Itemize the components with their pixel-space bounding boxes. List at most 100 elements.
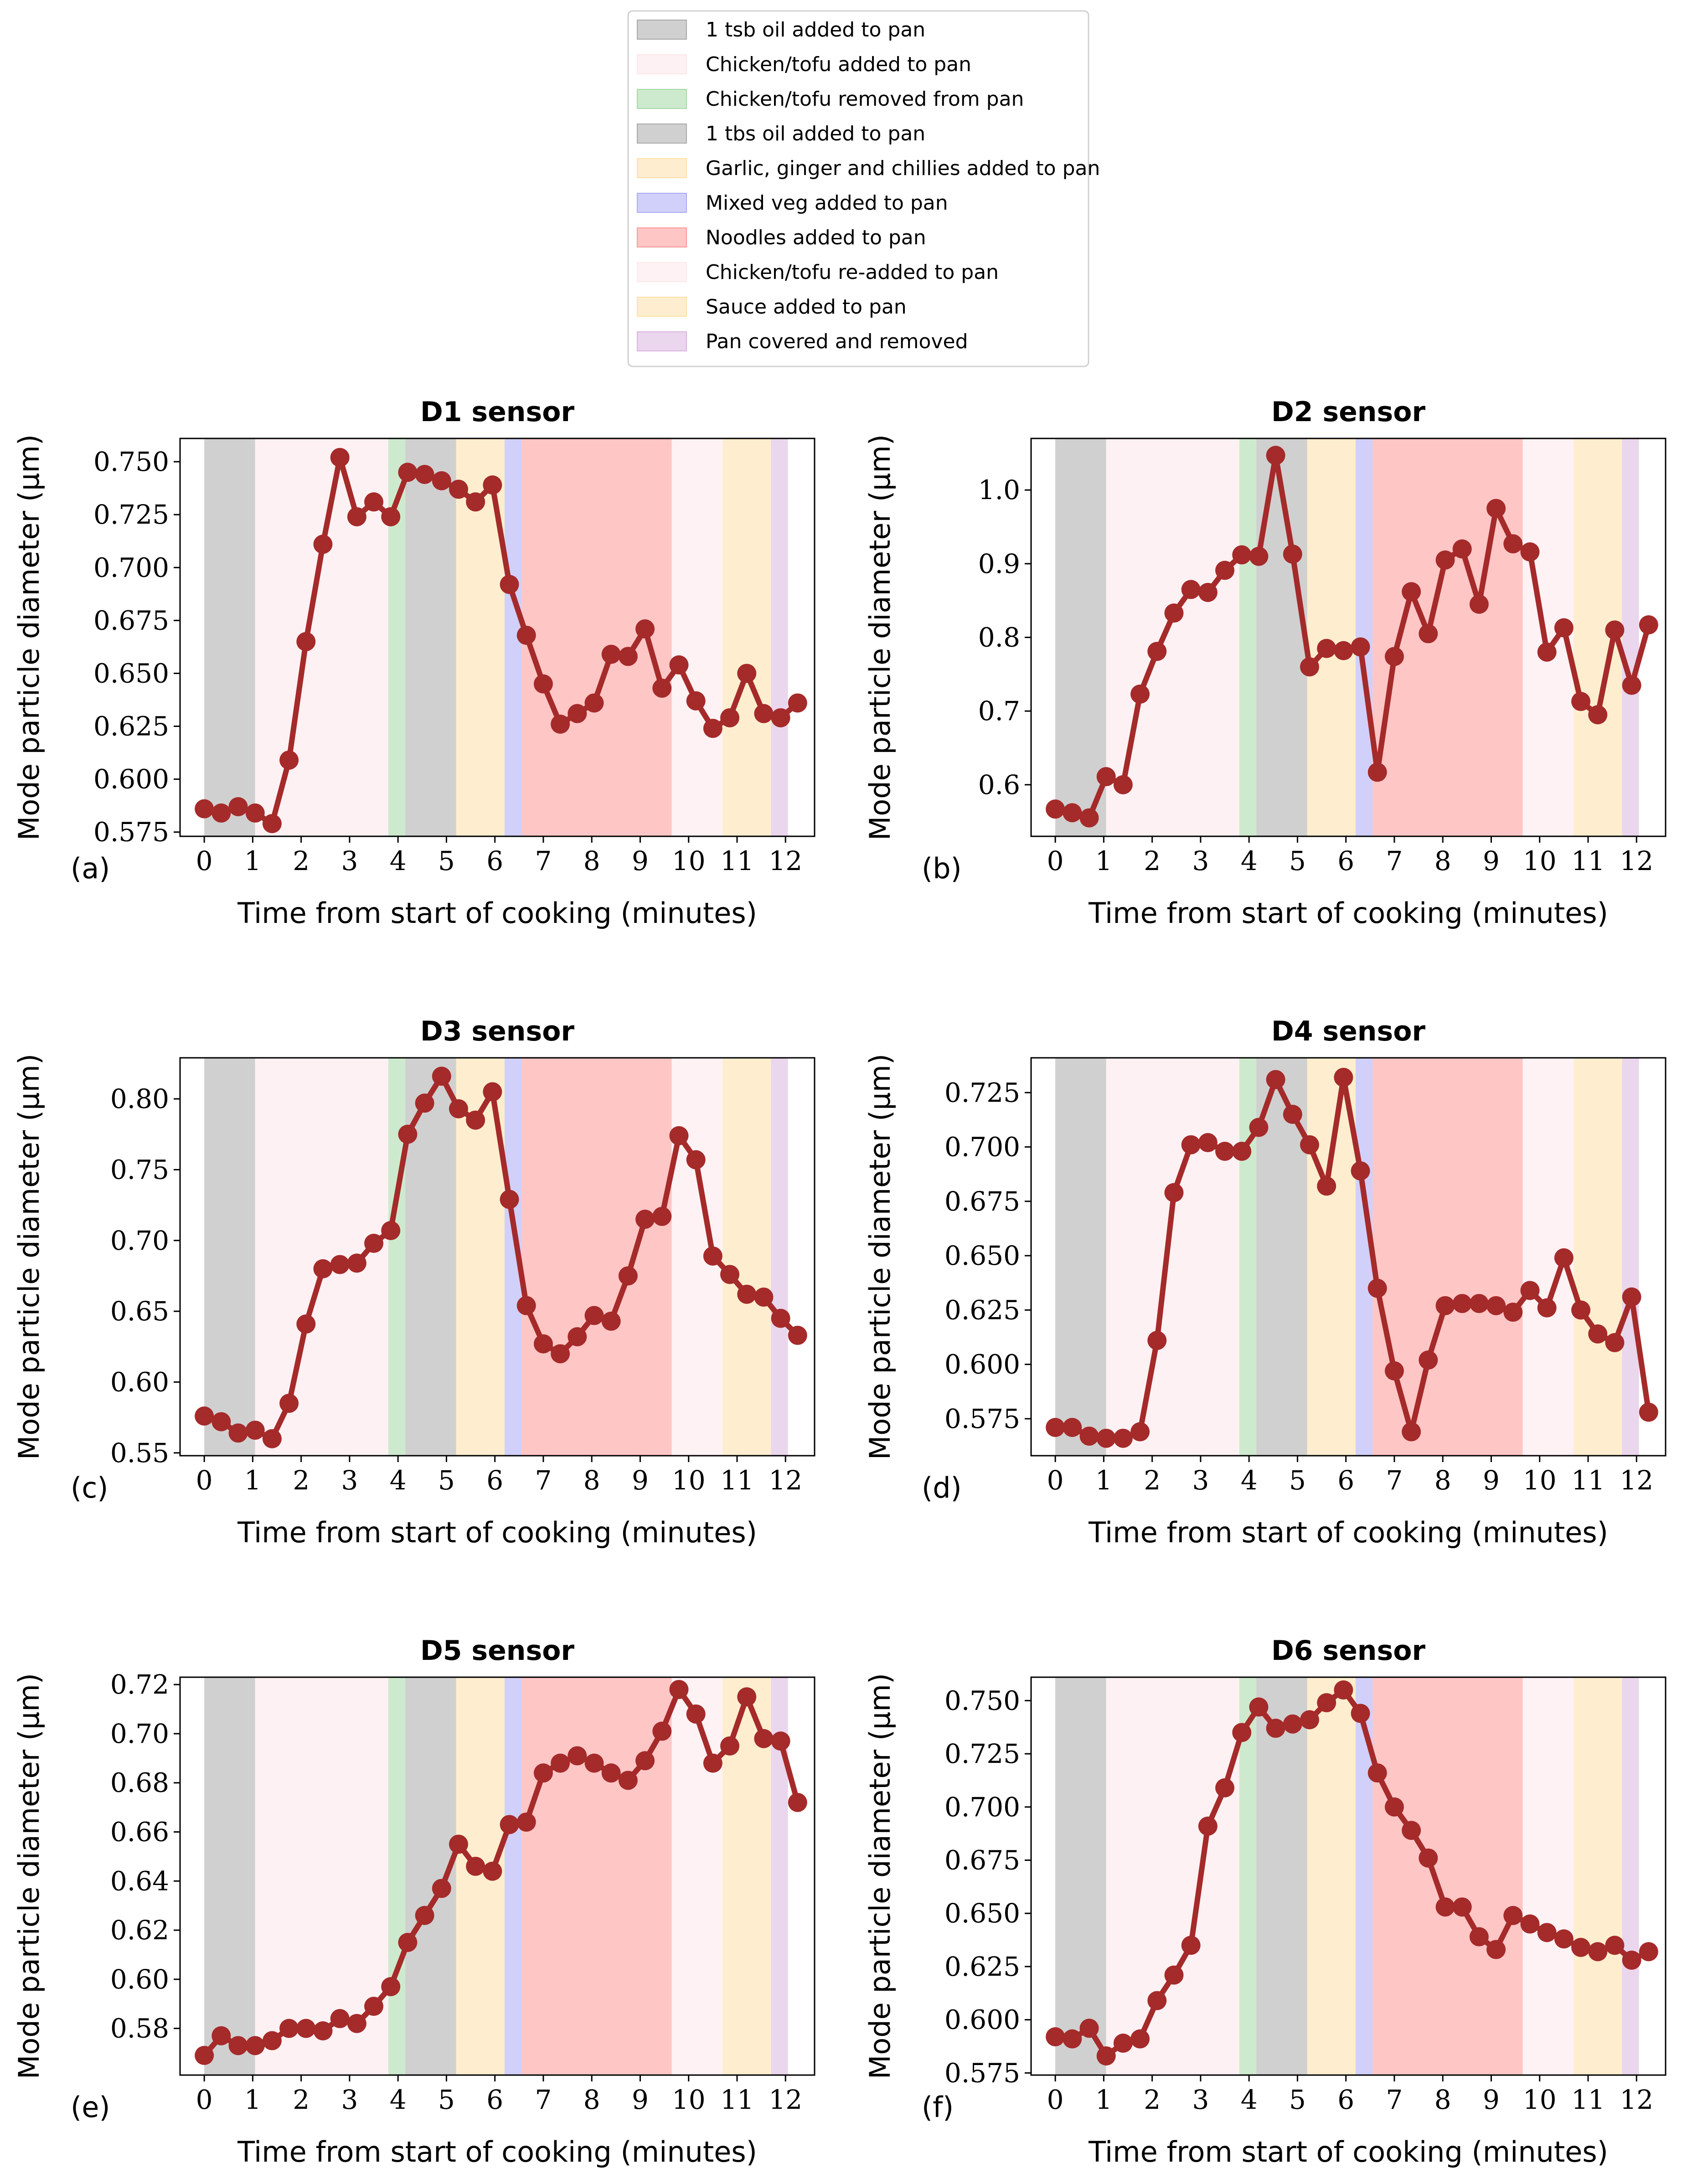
- x-tick-label: 2: [293, 1465, 310, 1496]
- data-point: [313, 535, 333, 554]
- data-point: [1096, 767, 1116, 787]
- event-band: [1239, 1677, 1257, 2075]
- legend-swatch: [637, 158, 687, 178]
- data-point: [466, 1856, 485, 1876]
- y-tick-label: 0.60: [110, 1366, 169, 1397]
- y-tick-label: 0.70: [110, 1718, 169, 1749]
- data-point: [1164, 1183, 1184, 1202]
- data-point: [1367, 1763, 1387, 1783]
- data-point: [1283, 544, 1302, 564]
- legend: 1 tsb oil added to pan Chicken/tofu added…: [627, 10, 1100, 367]
- legend-item: Chicken/tofu removed from pan: [637, 88, 1024, 111]
- x-tick-label: 10: [1523, 845, 1557, 876]
- data-point: [398, 463, 418, 482]
- panel-label: (e): [71, 2091, 110, 2124]
- legend-swatch: [637, 124, 687, 144]
- event-band: [1372, 1677, 1523, 2075]
- x-tick-label: 9: [632, 845, 649, 876]
- data-point: [1469, 1294, 1489, 1313]
- x-tick-label: 11: [1571, 1465, 1605, 1496]
- data-point: [1452, 1294, 1472, 1313]
- data-point: [330, 1255, 350, 1274]
- data-point: [584, 1753, 604, 1773]
- data-point: [635, 619, 655, 639]
- data-point: [568, 1746, 587, 1766]
- data-point: [1419, 1350, 1438, 1370]
- x-tick-label: 12: [1620, 1465, 1653, 1496]
- data-point: [1215, 1778, 1235, 1798]
- x-tick-label: 6: [486, 845, 503, 876]
- event-band: [405, 438, 456, 836]
- data-point: [1147, 642, 1167, 661]
- x-tick-label: 8: [1434, 2084, 1451, 2115]
- chart-panels: 0 1 2 3 4 5 6 7 8 9 10 11 120.5750.6000.6250.6500.67…: [12, 396, 1667, 2169]
- data-point: [1452, 1897, 1472, 1917]
- data-point: [1300, 1710, 1319, 1730]
- chart-panel: 0 1 2 3 4 5 6 7 8 9 10 11 120.5750.6000.6250.6500.67…: [863, 1015, 1667, 1549]
- data-point: [720, 708, 740, 727]
- y-tick-label: 0.625: [944, 1951, 1020, 1982]
- data-point: [330, 448, 350, 467]
- x-tick-label: 11: [1571, 2084, 1605, 2115]
- event-band: [671, 1677, 723, 2075]
- event-band: [1355, 1058, 1373, 1456]
- data-point: [1452, 539, 1472, 559]
- data-point: [1317, 1176, 1336, 1196]
- data-point: [1351, 1161, 1370, 1181]
- x-tick-label: 5: [1289, 2084, 1306, 2115]
- event-band: [255, 1058, 388, 1456]
- event-band: [1256, 1677, 1307, 2075]
- event-band: [1622, 1677, 1639, 2075]
- data-point: [686, 1150, 706, 1169]
- x-tick-label: 11: [720, 2084, 754, 2115]
- data-point: [788, 1325, 807, 1345]
- y-tick-label: 0.55: [110, 1437, 169, 1468]
- data-point: [483, 1861, 502, 1881]
- legend-swatch: [637, 331, 687, 351]
- y-tick-label: 0.750: [944, 1685, 1020, 1716]
- data-point: [1469, 594, 1489, 614]
- data-point: [195, 1406, 214, 1426]
- data-point: [1419, 1848, 1438, 1868]
- x-tick-label: 8: [1434, 1465, 1451, 1496]
- x-tick-label: 2: [293, 2084, 310, 2115]
- data-point: [1622, 675, 1641, 695]
- x-tick-label: 7: [535, 1465, 552, 1496]
- data-point: [1571, 692, 1591, 711]
- x-tick-label: 12: [769, 2084, 802, 2115]
- event-band: [388, 1677, 406, 2075]
- y-tick-label: 0.725: [93, 499, 169, 530]
- data-point: [432, 1879, 451, 1898]
- panel-label: (f): [922, 2091, 954, 2124]
- y-tick-label: 0.68: [110, 1767, 169, 1798]
- y-axis-label: Mode particle diameter (μm): [12, 1054, 46, 1460]
- data-point: [1215, 1142, 1235, 1161]
- x-tick-label: 2: [293, 845, 310, 876]
- x-tick-label: 3: [1192, 2084, 1209, 2115]
- data-point: [1063, 803, 1082, 823]
- x-tick-label: 10: [1523, 2084, 1557, 2115]
- data-point: [551, 1753, 570, 1773]
- data-point: [1266, 1719, 1285, 1738]
- data-point: [1469, 1927, 1489, 1947]
- data-point: [618, 647, 638, 666]
- x-tick-label: 9: [632, 2084, 649, 2115]
- chart-title: D5 sensor: [420, 1635, 574, 1667]
- data-point: [1266, 1070, 1285, 1089]
- y-tick-label: 0.72: [110, 1669, 169, 1700]
- x-tick-label: 0: [1047, 1465, 1064, 1496]
- event-band: [771, 438, 788, 836]
- x-tick-label: 9: [1483, 2084, 1500, 2115]
- event-band: [204, 1677, 255, 2075]
- data-point: [635, 1751, 655, 1771]
- data-point: [212, 803, 231, 823]
- data-point: [1334, 1067, 1353, 1087]
- data-point: [449, 479, 468, 499]
- event-band: [204, 1058, 255, 1456]
- chart-title: D3 sensor: [420, 1015, 574, 1047]
- y-tick-label: 0.58: [110, 2013, 169, 2044]
- data-point: [364, 1997, 384, 2016]
- data-point: [1113, 775, 1133, 794]
- data-point: [364, 492, 384, 512]
- data-point: [516, 1296, 536, 1315]
